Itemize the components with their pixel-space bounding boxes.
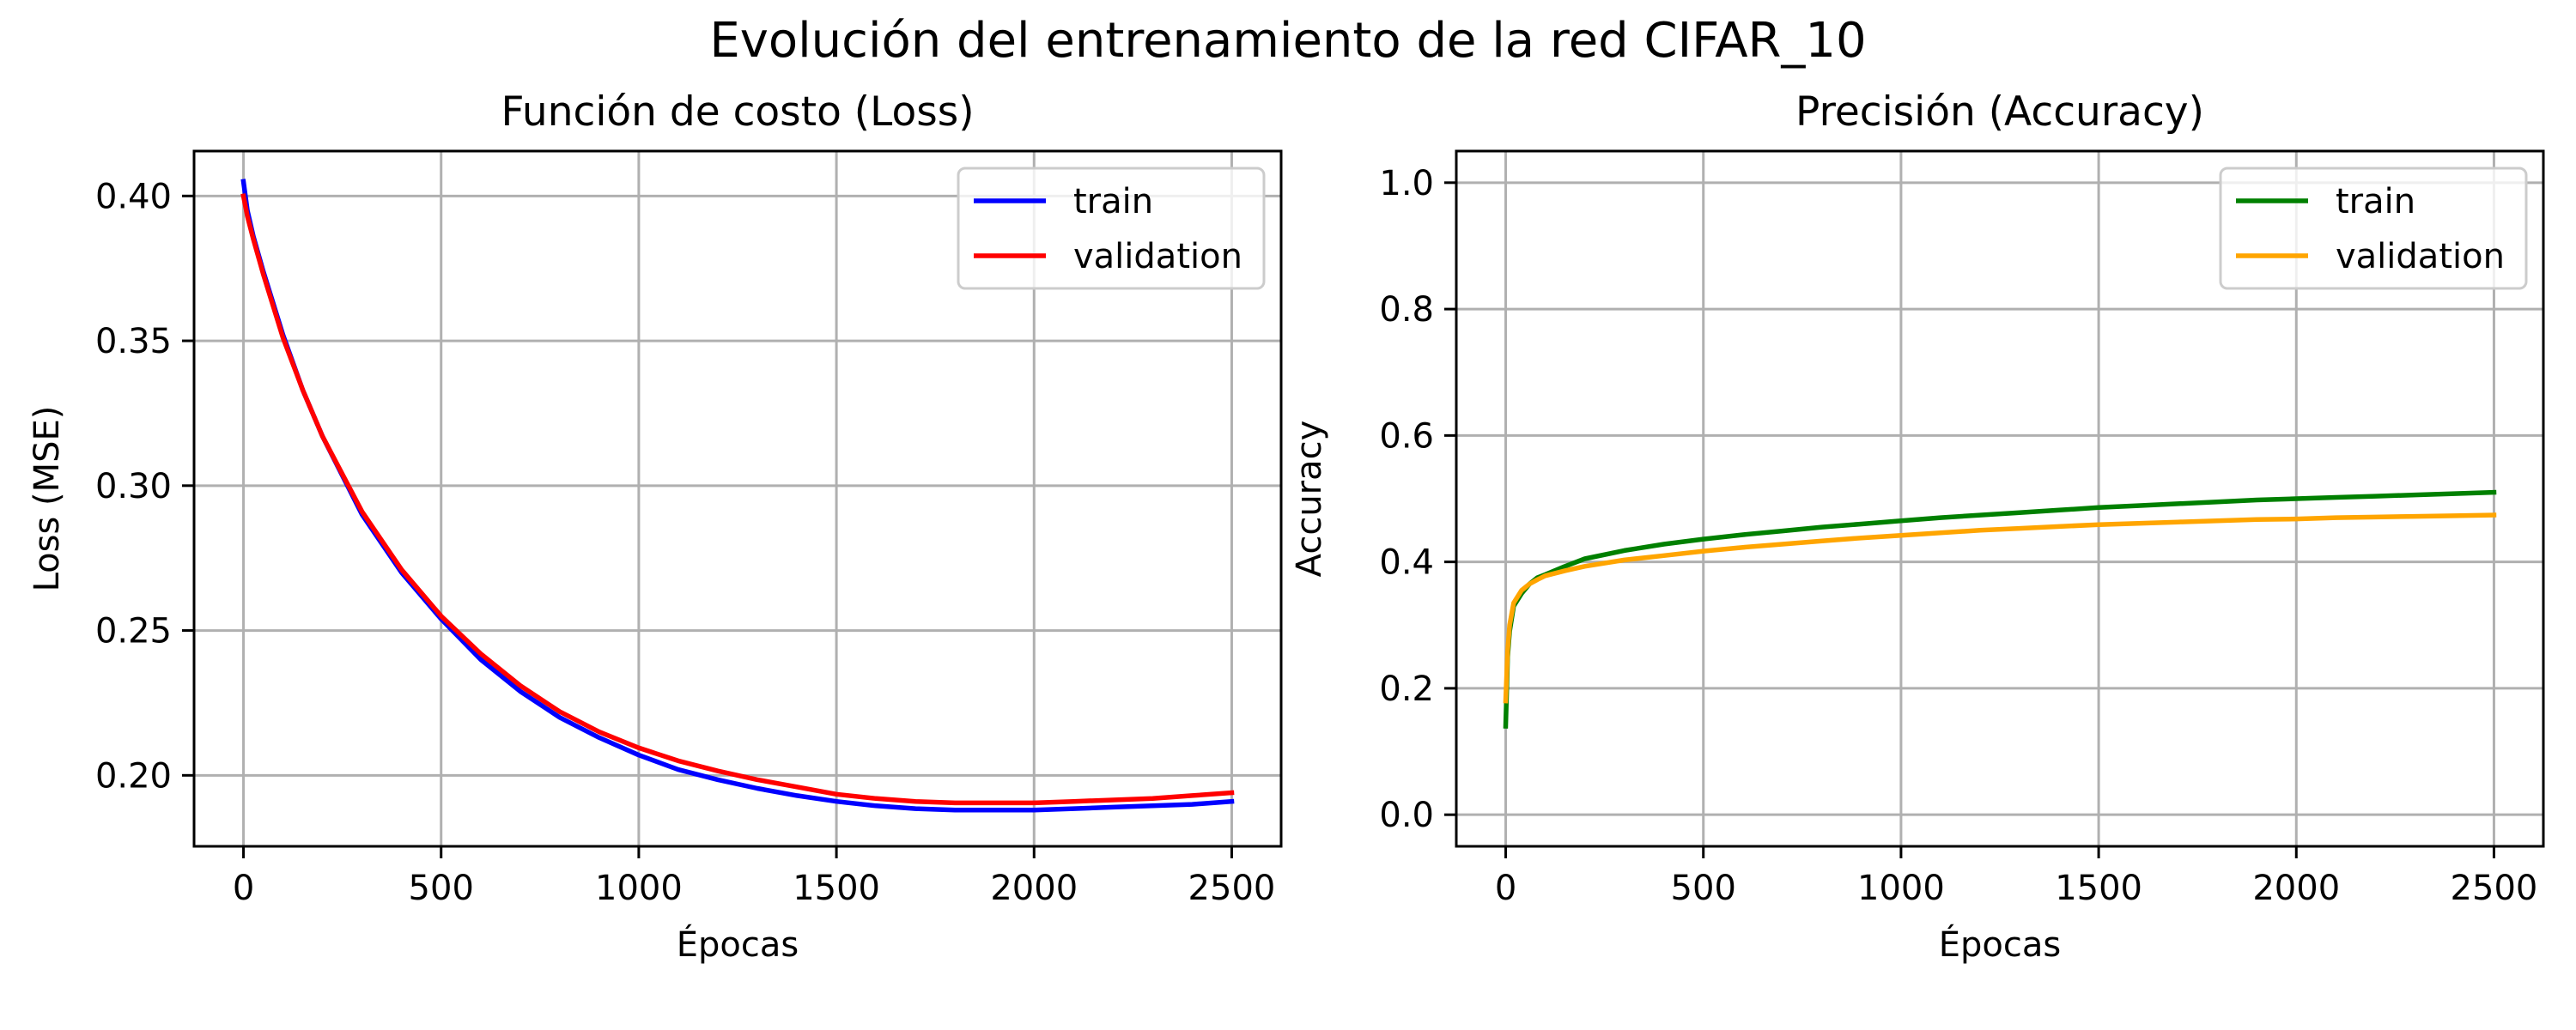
accuracy-ytick-label: 0.4	[1379, 543, 1434, 583]
loss-ytick-label: 0.30	[95, 467, 172, 506]
accuracy-plot-frame	[1455, 149, 2545, 848]
accuracy-ytick-label: 0.2	[1379, 670, 1434, 709]
accuracy-xtick-label: 2000	[2252, 869, 2340, 908]
loss-legend-label-train: train	[1073, 182, 1153, 221]
loss-plot-frame	[192, 149, 1283, 848]
accuracy-x-axis-label: Épocas	[1939, 924, 2061, 965]
accuracy-xtick-label: 2500	[2451, 869, 2538, 908]
loss-legend-frame	[957, 167, 1266, 290]
loss-series-validation	[240, 193, 1235, 806]
loss-legend: train validation	[957, 167, 1266, 290]
accuracy-series-validation	[1503, 512, 2497, 704]
accuracy-legend: train validation	[2219, 167, 2528, 290]
accuracy-legend-label-validation: validation	[2336, 237, 2505, 276]
loss-chart-title: Función de costo (Loss)	[501, 88, 974, 136]
accuracy-ytick-label: 1.0	[1379, 164, 1434, 203]
accuracy-xtick-label: 0	[1495, 869, 1516, 908]
figure-suptitle: Evolución del entrenamiento de la red CI…	[709, 13, 1866, 69]
accuracy-ytick-label: 0.0	[1379, 796, 1434, 835]
loss-y-axis-label: Loss (MSE)	[27, 406, 67, 592]
accuracy-xtick-label: 500	[1671, 869, 1736, 908]
loss-xtick-label: 0	[233, 869, 254, 908]
loss-legend-label-validation: validation	[1073, 237, 1242, 276]
loss-xtick-label: 1000	[595, 869, 683, 908]
loss-xtick-label: 2500	[1188, 869, 1276, 908]
loss-xtick-label: 2000	[990, 869, 1078, 908]
loss-chart: 0 500 1000 1500 2000 2500 0.20 0.25 0.30 0.35 0.40…	[27, 88, 1283, 965]
accuracy-ytick-label: 0.6	[1379, 416, 1434, 456]
accuracy-chart: 0 500 1000 1500 2000 2500 0.0 0.2 0.4 0.6 0.8 1.0 Pr…	[1290, 88, 2545, 965]
accuracy-xtick-label: 1000	[1857, 869, 1945, 908]
loss-ytick-label: 0.20	[95, 756, 172, 796]
accuracy-y-axis-label: Accuracy	[1290, 421, 1329, 578]
loss-ytick-label: 0.25	[95, 612, 172, 651]
accuracy-legend-frame	[2219, 167, 2528, 290]
accuracy-xtick-label: 1500	[2055, 869, 2142, 908]
loss-xtick-label: 500	[409, 869, 474, 908]
loss-x-axis-label: Épocas	[677, 924, 799, 965]
loss-ytick-label: 0.40	[95, 177, 172, 216]
accuracy-ytick-label: 0.8	[1379, 290, 1434, 330]
accuracy-chart-title: Precisión (Accuracy)	[1795, 88, 2204, 136]
accuracy-legend-label-train: train	[2336, 182, 2415, 221]
loss-xtick-label: 1500	[793, 869, 880, 908]
loss-ytick-label: 0.35	[95, 322, 172, 361]
